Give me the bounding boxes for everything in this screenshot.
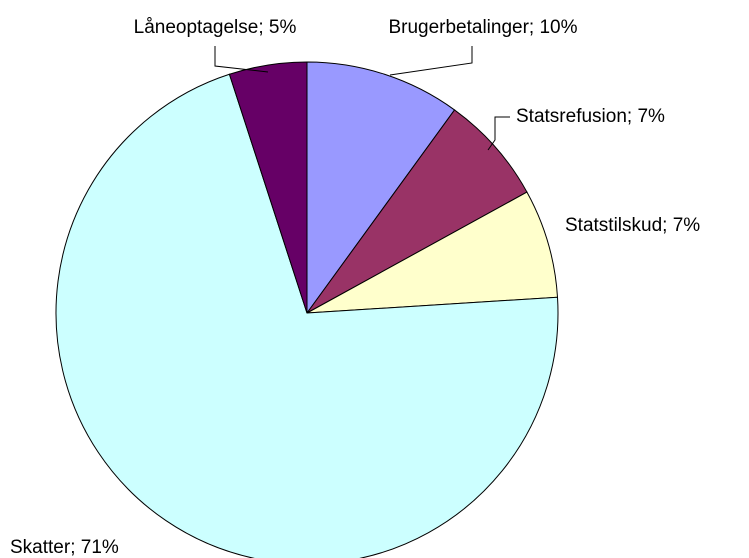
leader-line — [214, 46, 269, 73]
pie-slice — [228, 61, 308, 314]
data-label: Låneoptagelse; 5% — [134, 17, 297, 38]
data-label: Brugerbetalinger; 10% — [388, 17, 577, 38]
leader-line — [389, 46, 473, 76]
pie-slice — [306, 191, 559, 314]
leader-line — [487, 116, 510, 151]
leader-lines — [214, 46, 510, 151]
data-label: Statsrefusion; 7% — [516, 106, 665, 127]
pie-slice — [306, 61, 456, 315]
pie-slice — [55, 73, 559, 558]
data-label: Statstilskud; 7% — [565, 215, 700, 236]
data-label: Skatter; 71% — [10, 537, 119, 558]
pie-slice — [306, 109, 528, 314]
